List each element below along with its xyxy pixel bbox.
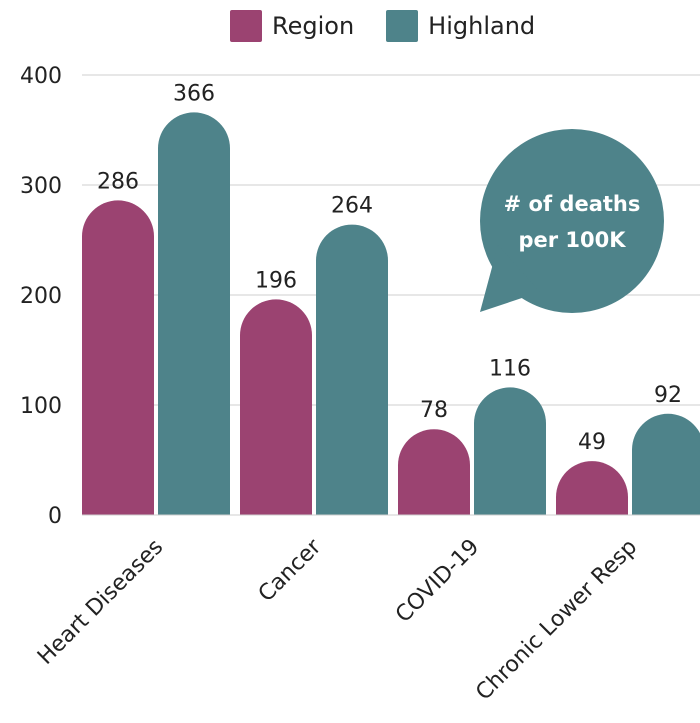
bar-region — [398, 429, 470, 515]
bar-region — [556, 461, 628, 515]
bar-region — [82, 200, 154, 515]
bar-region — [240, 299, 312, 515]
bar-highland — [316, 224, 388, 515]
legend-swatch-highland — [386, 10, 419, 42]
legend-item-highland: Highland — [386, 10, 535, 42]
data-label: 78 — [420, 398, 448, 423]
legend-swatch-region — [230, 10, 262, 42]
legend-item-region: Region — [230, 10, 354, 42]
data-label: 92 — [654, 383, 682, 408]
annotation-text-line1: # of deaths — [504, 192, 641, 216]
annotation-bubble-tail — [480, 245, 540, 312]
data-label: 116 — [489, 356, 531, 381]
y-tick-label: 100 — [20, 394, 62, 419]
legend-label-region: Region — [272, 12, 355, 40]
x-tick-label: Cancer — [254, 534, 327, 607]
data-label: 264 — [331, 194, 373, 219]
data-label: 366 — [173, 81, 215, 106]
data-label: 49 — [578, 430, 606, 455]
bar-highland — [158, 112, 230, 515]
y-tick-label: 400 — [20, 64, 62, 89]
annotation-bubble — [480, 129, 664, 313]
x-tick-label: Chronic Lower Resp — [471, 535, 642, 706]
y-tick-label: 0 — [48, 504, 62, 529]
y-tick-label: 200 — [20, 284, 62, 309]
x-tick-label: Heart Diseases — [33, 535, 168, 670]
bar-highland — [632, 413, 700, 515]
legend-label-highland: Highland — [428, 12, 536, 40]
bar-highland — [474, 387, 546, 515]
legend: Region Highland — [230, 10, 567, 42]
x-tick-label: COVID-19 — [391, 535, 484, 628]
data-label: 196 — [255, 268, 297, 293]
y-tick-label: 300 — [20, 174, 62, 199]
data-label: 286 — [97, 169, 139, 194]
annotation-text-line2: per 100K — [518, 228, 626, 252]
